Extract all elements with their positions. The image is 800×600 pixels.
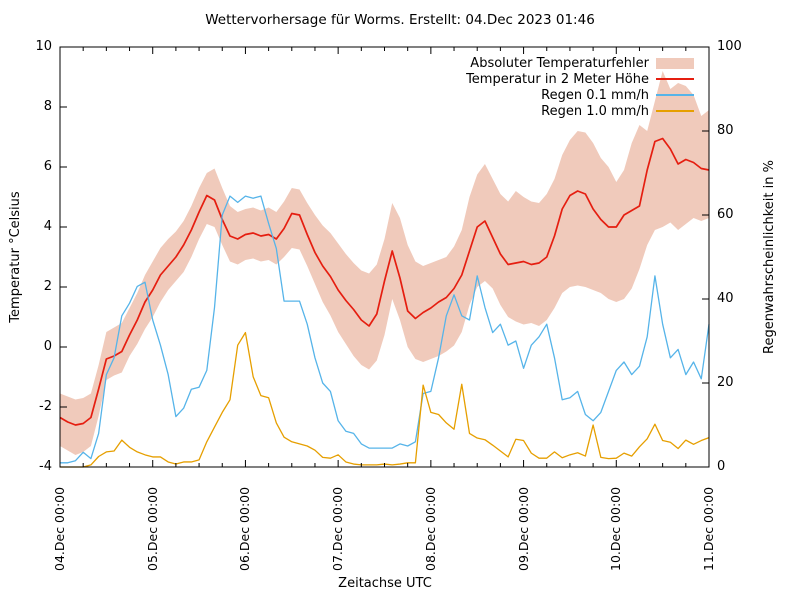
legend-label: Regen 0.1 mm/h [541,87,649,103]
y-left-tick-label: 4 [43,219,52,234]
series-line [60,331,710,468]
y-right-tick-label: 20 [717,375,734,390]
legend-item-temperature-error: Absoluter Temperaturfehler [466,55,694,71]
blue-line-swatch-icon [656,93,694,97]
y-left-tick-label: 8 [43,99,52,114]
error-band [60,71,709,455]
y-right-tick-label: 80 [717,123,734,138]
x-axis-label-time: Zeitachse UTC [338,576,432,591]
legend-item-rain-01: Regen 0.1 mm/h [466,87,694,103]
orange-line-swatch-icon [656,109,694,113]
x-tick-label: 11.Dec 00:00 [701,486,716,571]
y-right-tick-label: 60 [717,207,734,222]
y-left-tick-label: -4 [39,459,52,474]
series-line [60,195,710,464]
red-line-swatch-icon [656,77,694,81]
y-axis-label-rain-probability: Regenwahrscheinlichkeit in % [762,160,777,354]
x-tick-label: 06.Dec 00:00 [237,486,253,571]
legend-label: Absoluter Temperaturfehler [470,55,649,71]
legend-label: Temperatur in 2 Meter Höhe [466,71,649,87]
x-tick-label: 08.Dec 00:00 [422,486,438,571]
legend: Absoluter Temperaturfehler Temperatur in… [466,55,694,119]
chart-title: Wettervorhersage für Worms. Erstellt: 04… [205,12,595,28]
y-left-tick-label: -2 [39,399,52,414]
y-left-tick-label: 0 [43,339,52,354]
y-left-tick-label: 10 [35,39,52,54]
x-tick-label: 10.Dec 00:00 [608,486,624,571]
y-left-tick-label: 2 [43,279,52,294]
y-left-tick-label: 6 [43,159,52,174]
y-right-tick-label: 0 [717,459,726,474]
band-swatch-icon [656,57,694,69]
legend-label: Regen 1.0 mm/h [541,103,649,119]
legend-item-rain-10: Regen 1.0 mm/h [466,103,694,119]
y-right-tick-label: 100 [717,39,742,54]
x-tick-label: 04.Dec 00:00 [52,486,67,571]
series-line [59,137,710,426]
x-tick-label: 05.Dec 00:00 [144,486,160,571]
y-right-tick-label: 40 [717,291,734,306]
x-tick-label: 07.Dec 00:00 [330,486,346,571]
legend-item-temperature: Temperatur in 2 Meter Höhe [466,71,694,87]
x-tick-label: 09.Dec 00:00 [515,486,531,571]
